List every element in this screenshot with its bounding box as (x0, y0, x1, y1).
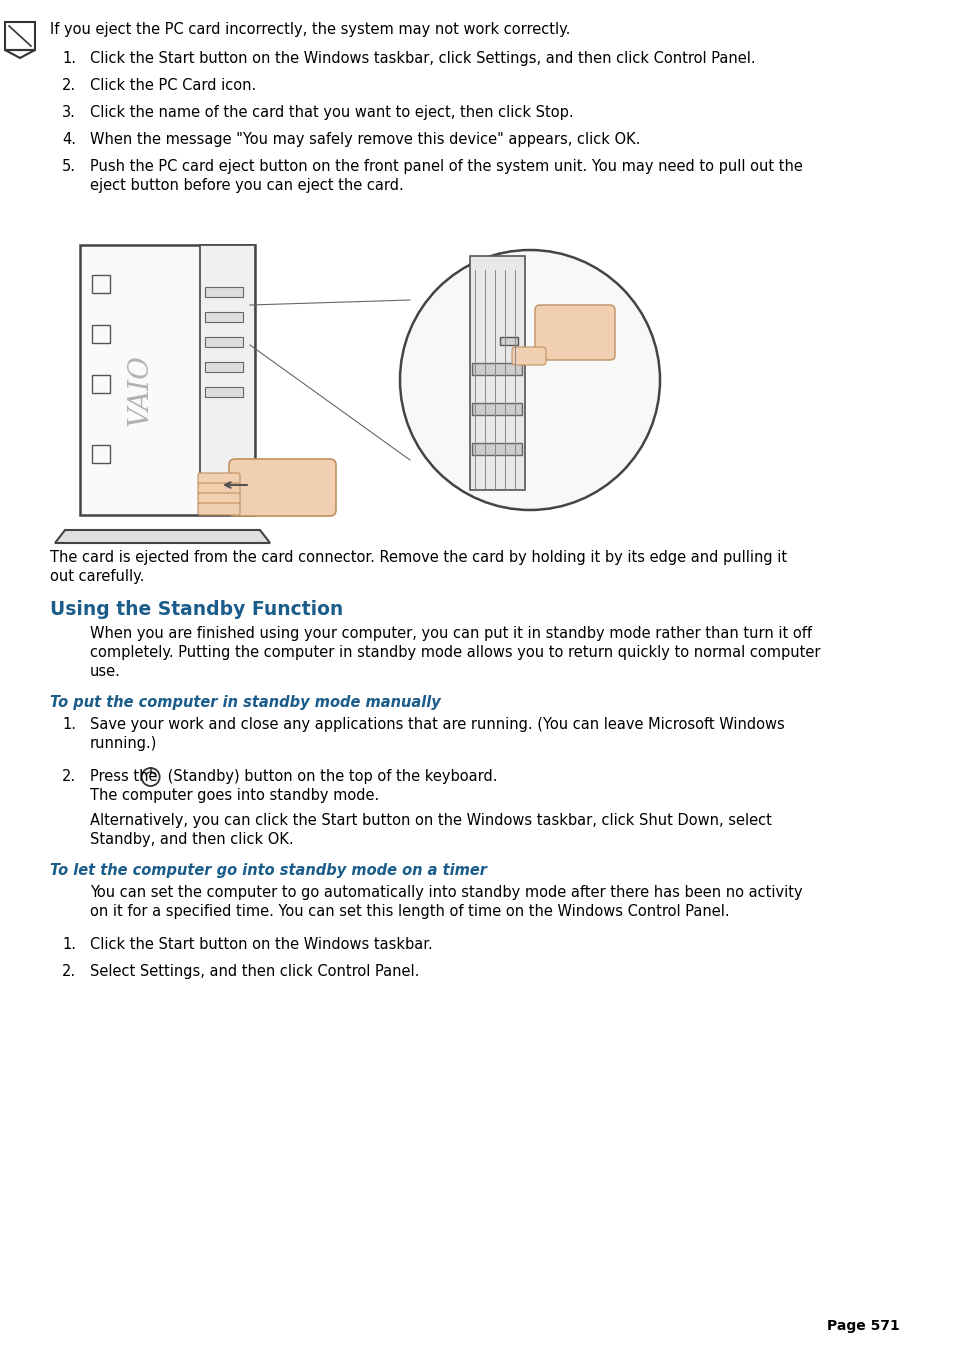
Bar (205, 312, 243, 322)
Text: eject button before you can eject the card.: eject button before you can eject the ca… (90, 178, 403, 193)
Text: The computer goes into standby mode.: The computer goes into standby mode. (90, 788, 379, 802)
Text: Click the Start button on the Windows taskbar.: Click the Start button on the Windows ta… (90, 938, 433, 952)
Text: Click the Start button on the Windows taskbar, click Settings, and then click Co: Click the Start button on the Windows ta… (90, 51, 755, 66)
Text: 1.: 1. (62, 938, 76, 952)
FancyBboxPatch shape (198, 484, 240, 494)
Text: Using the Standby Function: Using the Standby Function (50, 600, 343, 619)
Bar (205, 286, 243, 297)
Text: 3.: 3. (62, 105, 76, 120)
Text: When you are finished using your computer, you can put it in standby mode rather: When you are finished using your compute… (90, 626, 811, 640)
Bar (499, 336, 517, 345)
Text: Click the PC Card icon.: Click the PC Card icon. (90, 78, 256, 93)
Text: To put the computer in standby mode manually: To put the computer in standby mode manu… (50, 694, 440, 711)
Text: To let the computer go into standby mode on a timer: To let the computer go into standby mode… (50, 863, 486, 878)
Bar (472, 403, 521, 415)
Text: If you eject the PC card incorrectly, the system may not work correctly.: If you eject the PC card incorrectly, th… (50, 22, 570, 36)
Text: The card is ejected from the card connector. Remove the card by holding it by it: The card is ejected from the card connec… (50, 550, 786, 565)
Bar (91, 326, 110, 343)
Text: 2.: 2. (62, 965, 76, 979)
Text: Standby, and then click OK.: Standby, and then click OK. (90, 832, 294, 847)
Bar (91, 444, 110, 463)
Circle shape (399, 250, 659, 509)
Text: 4.: 4. (62, 132, 76, 147)
Text: 2.: 2. (62, 769, 76, 784)
Text: When the message "You may safely remove this device" appears, click OK.: When the message "You may safely remove … (90, 132, 639, 147)
Text: out carefully.: out carefully. (50, 569, 144, 584)
Text: VAIO: VAIO (127, 354, 153, 426)
FancyBboxPatch shape (198, 503, 240, 515)
Bar (91, 376, 110, 393)
Bar (205, 386, 243, 397)
Bar (200, 245, 254, 515)
Text: Click the name of the card that you want to eject, then click Stop.: Click the name of the card that you want… (90, 105, 573, 120)
Bar (472, 443, 521, 455)
Text: 1.: 1. (62, 717, 76, 732)
Text: Press the: Press the (90, 769, 157, 784)
FancyBboxPatch shape (198, 473, 240, 485)
Bar (205, 336, 243, 347)
Polygon shape (55, 530, 270, 543)
Text: Select Settings, and then click Control Panel.: Select Settings, and then click Control … (90, 965, 419, 979)
Bar (91, 276, 110, 293)
FancyBboxPatch shape (198, 493, 240, 505)
Text: 1.: 1. (62, 51, 76, 66)
Text: Push the PC card eject button on the front panel of the system unit. You may nee: Push the PC card eject button on the fro… (90, 159, 802, 174)
Bar (205, 362, 243, 372)
Text: Page 571: Page 571 (826, 1319, 899, 1333)
Text: 2.: 2. (62, 78, 76, 93)
Bar (5, 22, 35, 50)
Bar (80, 245, 254, 515)
Text: use.: use. (90, 663, 121, 680)
Text: Save your work and close any applications that are running. (You can leave Micro: Save your work and close any application… (90, 717, 784, 732)
Text: (Standby) button on the top of the keyboard.: (Standby) button on the top of the keybo… (162, 769, 497, 784)
Text: You can set the computer to go automatically into standby mode after there has b: You can set the computer to go automatic… (90, 885, 801, 900)
Bar (472, 363, 521, 376)
FancyBboxPatch shape (512, 347, 545, 365)
Text: completely. Putting the computer in standby mode allows you to return quickly to: completely. Putting the computer in stan… (90, 644, 820, 661)
Text: on it for a specified time. You can set this length of time on the Windows Contr: on it for a specified time. You can set … (90, 904, 729, 919)
FancyBboxPatch shape (535, 305, 615, 359)
FancyBboxPatch shape (229, 459, 335, 516)
Text: 5.: 5. (62, 159, 76, 174)
Bar (470, 255, 524, 490)
Text: running.): running.) (90, 736, 157, 751)
Text: Alternatively, you can click the Start button on the Windows taskbar, click Shut: Alternatively, you can click the Start b… (90, 813, 771, 828)
